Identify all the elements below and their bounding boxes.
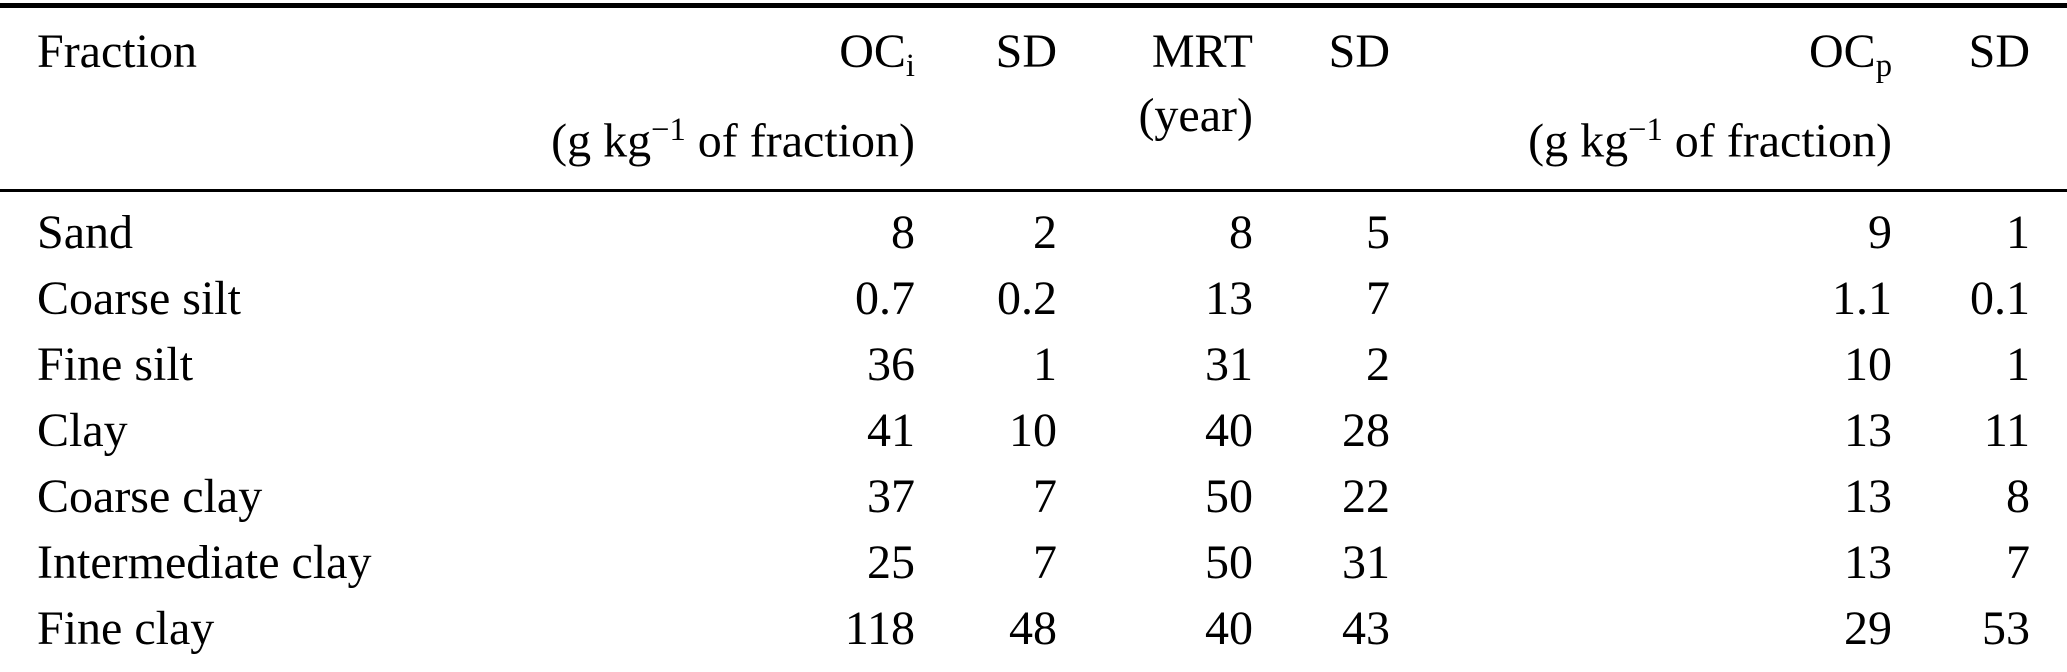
col-header-sd1: SD <box>915 5 1057 193</box>
cell-fraction: Fine silt <box>37 338 194 392</box>
cell-mrt: 40 <box>1205 404 1253 458</box>
col-header-sd2: SD <box>1253 5 1390 193</box>
table-row-intermediate-clay: Intermediate clay 25 7 50 31 13 7 <box>0 530 2067 596</box>
cell-oci: 36 <box>867 338 915 392</box>
header-subscript: i <box>905 48 915 85</box>
cell-ocp: 13 <box>1844 470 1892 524</box>
cell-mrt: 31 <box>1205 338 1253 392</box>
col-label-fraction: Fraction <box>37 20 465 84</box>
table-row-fine-clay: Fine clay 118 48 40 43 29 53 <box>0 596 2067 672</box>
col-header-fraction: Fraction <box>0 5 465 193</box>
header-subscript: p <box>1875 48 1892 85</box>
table-row-fine-silt: Fine silt 36 1 31 2 10 1 <box>0 332 2067 398</box>
col-unit-ocp: (g kg−1 of fraction) <box>1390 98 1892 173</box>
cell-sd2: 5 <box>1366 206 1390 260</box>
cell-sd2: 28 <box>1342 404 1390 458</box>
cell-fraction: Coarse clay <box>37 470 263 524</box>
cell-sd2: 2 <box>1366 338 1390 392</box>
header-text: SD <box>995 25 1057 78</box>
cell-sd3: 11 <box>1983 404 2030 458</box>
unit-text: (g kg <box>551 114 652 168</box>
cell-fraction: Fine clay <box>37 602 215 656</box>
cell-fraction: Coarse silt <box>37 272 241 326</box>
cell-sd2: 43 <box>1342 602 1390 656</box>
header-text: Fraction <box>37 25 197 78</box>
col-label-mrt: MRT <box>1057 20 1253 84</box>
cell-oci: 41 <box>867 404 915 458</box>
header-text: OC <box>839 25 906 78</box>
cell-sd1: 2 <box>1033 206 1057 260</box>
cell-sd1: 0.2 <box>997 272 1057 326</box>
cell-sd3: 0.1 <box>1970 272 2030 326</box>
cell-oci: 0.7 <box>855 272 915 326</box>
cell-oci: 8 <box>891 206 915 260</box>
unit-text: (year) <box>1138 89 1253 142</box>
cell-mrt: 50 <box>1205 470 1253 524</box>
col-header-oci: OCi (g kg−1 of fraction) <box>465 5 915 193</box>
col-unit-mrt: (year) <box>1057 84 1253 148</box>
col-header-sd3: SD <box>1892 5 2067 193</box>
cell-sd1: 7 <box>1033 470 1057 524</box>
cell-sd1: 48 <box>1009 602 1057 656</box>
cell-sd2: 22 <box>1342 470 1390 524</box>
fractions-table: Fraction OCi (g kg−1 of fraction) SD MRT… <box>0 3 2067 672</box>
unit-text: of fraction) <box>1662 114 1892 168</box>
header-text: SD <box>1328 25 1390 78</box>
cell-sd1: 1 <box>1033 338 1057 392</box>
table-header: Fraction OCi (g kg−1 of fraction) SD MRT… <box>0 5 2067 193</box>
cell-mrt: 8 <box>1229 206 1253 260</box>
col-header-mrt: MRT (year) <box>1057 5 1253 193</box>
unit-text: (g kg <box>1528 114 1629 168</box>
cell-ocp: 13 <box>1844 536 1892 590</box>
unit-superscript: −1 <box>651 112 686 149</box>
col-label-sd1: SD <box>915 20 1057 84</box>
table-row-sand: Sand 8 2 8 5 9 1 <box>0 191 2067 267</box>
cell-sd3: 53 <box>1982 602 2030 656</box>
col-header-ocp: OCp (g kg−1 of fraction) <box>1390 5 1892 193</box>
cell-sd3: 1 <box>2006 206 2030 260</box>
cell-sd3: 7 <box>2006 536 2030 590</box>
cell-sd1: 7 <box>1033 536 1057 590</box>
cell-sd3: 8 <box>2006 470 2030 524</box>
cell-sd2: 7 <box>1366 272 1390 326</box>
cell-ocp: 10 <box>1844 338 1892 392</box>
col-label-ocp: OCp <box>1390 20 1892 98</box>
col-label-sd2: SD <box>1253 20 1390 84</box>
unit-superscript: −1 <box>1628 112 1663 149</box>
unit-text: of fraction) <box>685 114 915 168</box>
header-text: OC <box>1809 25 1876 78</box>
cell-mrt: 13 <box>1205 272 1253 326</box>
cell-ocp: 1.1 <box>1832 272 1892 326</box>
cell-fraction: Clay <box>37 404 128 458</box>
cell-mrt: 40 <box>1205 602 1253 656</box>
cell-fraction: Intermediate clay <box>37 536 372 590</box>
table-row-coarse-clay: Coarse clay 37 7 50 22 13 8 <box>0 464 2067 530</box>
col-label-sd3: SD <box>1892 20 2030 84</box>
cell-ocp: 13 <box>1844 404 1892 458</box>
cell-oci: 118 <box>844 602 915 656</box>
cell-sd1: 10 <box>1009 404 1057 458</box>
header-text: SD <box>1968 25 2030 78</box>
header-row: Fraction OCi (g kg−1 of fraction) SD MRT… <box>0 5 2067 193</box>
cell-mrt: 50 <box>1205 536 1253 590</box>
cell-fraction: Sand <box>37 206 133 260</box>
cell-oci: 37 <box>867 470 915 524</box>
table-row-coarse-silt: Coarse silt 0.7 0.2 13 7 1.1 0.1 <box>0 266 2067 332</box>
cell-sd2: 31 <box>1342 536 1390 590</box>
cell-sd3: 1 <box>2006 338 2030 392</box>
header-text: MRT <box>1151 25 1253 78</box>
cell-ocp: 9 <box>1868 206 1892 260</box>
cell-ocp: 29 <box>1844 602 1892 656</box>
col-unit-oci: (g kg−1 of fraction) <box>465 98 915 173</box>
table-row-clay: Clay 41 10 40 28 13 11 <box>0 398 2067 464</box>
table-body: Sand 8 2 8 5 9 1 Coarse silt 0.7 0.2 13 … <box>0 191 2067 672</box>
col-label-oci: OCi <box>465 20 915 98</box>
cell-oci: 25 <box>867 536 915 590</box>
